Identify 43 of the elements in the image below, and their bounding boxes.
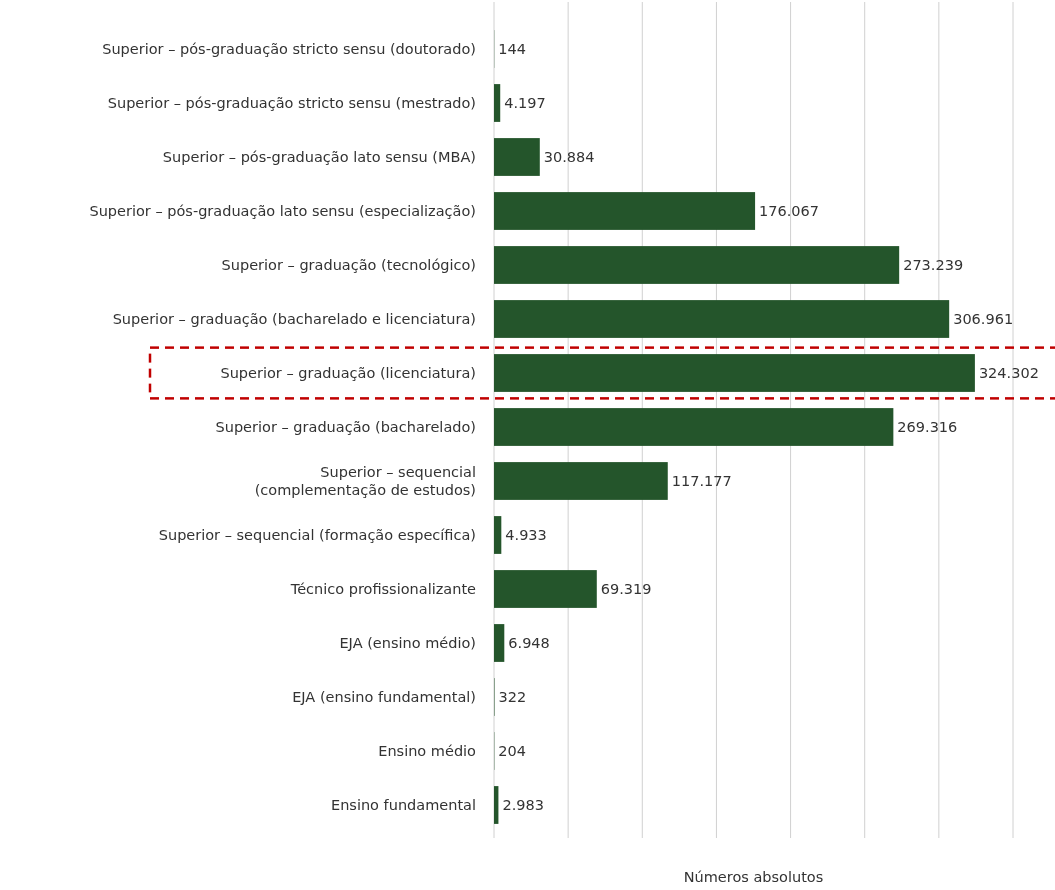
bar <box>494 300 950 338</box>
data-label: 269.316 <box>897 419 958 436</box>
data-label: 204 <box>498 743 526 760</box>
data-label: 144 <box>498 41 526 58</box>
data-label: 273.239 <box>903 257 964 274</box>
bar <box>494 138 540 176</box>
y-tick-label: Superior – pós-graduação lato sensu (especialização) <box>89 203 476 220</box>
data-label: 4.197 <box>504 95 546 112</box>
bar <box>494 192 756 230</box>
bar <box>494 354 975 392</box>
data-label: 117.177 <box>671 473 732 490</box>
y-tick-label: Ensino médio <box>378 743 477 760</box>
y-tick-label: EJA (ensino médio) <box>339 635 476 652</box>
data-label: 176.067 <box>759 203 820 220</box>
y-tick-label: Superior – graduação (bacharelado) <box>215 419 476 436</box>
data-label: 69.319 <box>600 581 652 598</box>
y-tick-label: Superior – graduação (bacharelado e licenciatura) <box>112 311 476 328</box>
bar <box>494 570 597 608</box>
bar <box>494 462 668 500</box>
y-tick-label: Superior – sequencial (formação específica) <box>158 527 476 544</box>
data-label: 6.948 <box>508 635 550 652</box>
y-tick-label: Superior – sequencial (complementação de estudos) <box>254 464 476 499</box>
y-tick-label: EJA (ensino fundamental) <box>292 689 476 706</box>
data-label: 2.983 <box>502 797 544 814</box>
y-tick-label: Superior – pós-graduação stricto sensu (mestrado) <box>107 95 476 112</box>
bar <box>494 624 505 662</box>
data-label: 306.961 <box>953 311 1014 328</box>
bar <box>494 516 502 554</box>
bar <box>494 408 894 446</box>
y-tick-label: Superior – pós-graduação stricto sensu (doutorado) <box>102 41 476 58</box>
bar <box>494 246 900 284</box>
bar <box>494 84 501 122</box>
y-tick-label: Superior – graduação (tecnológico) <box>221 257 476 274</box>
bar <box>494 786 499 824</box>
y-tick-label: Técnico profissionalizante <box>289 581 477 598</box>
data-label: 322 <box>498 689 527 706</box>
y-tick-label: Superior – pós-graduação lato sensu (MBA) <box>162 149 476 166</box>
y-tick-label: Superior – graduação (licenciatura) <box>220 365 476 382</box>
data-label: 324.302 <box>978 365 1039 382</box>
y-tick-label: Ensino fundamental <box>330 797 476 814</box>
data-label: 4.933 <box>505 527 547 544</box>
data-label: 30.884 <box>543 149 595 166</box>
x-axis-title: Números absolutos <box>683 869 824 885</box>
